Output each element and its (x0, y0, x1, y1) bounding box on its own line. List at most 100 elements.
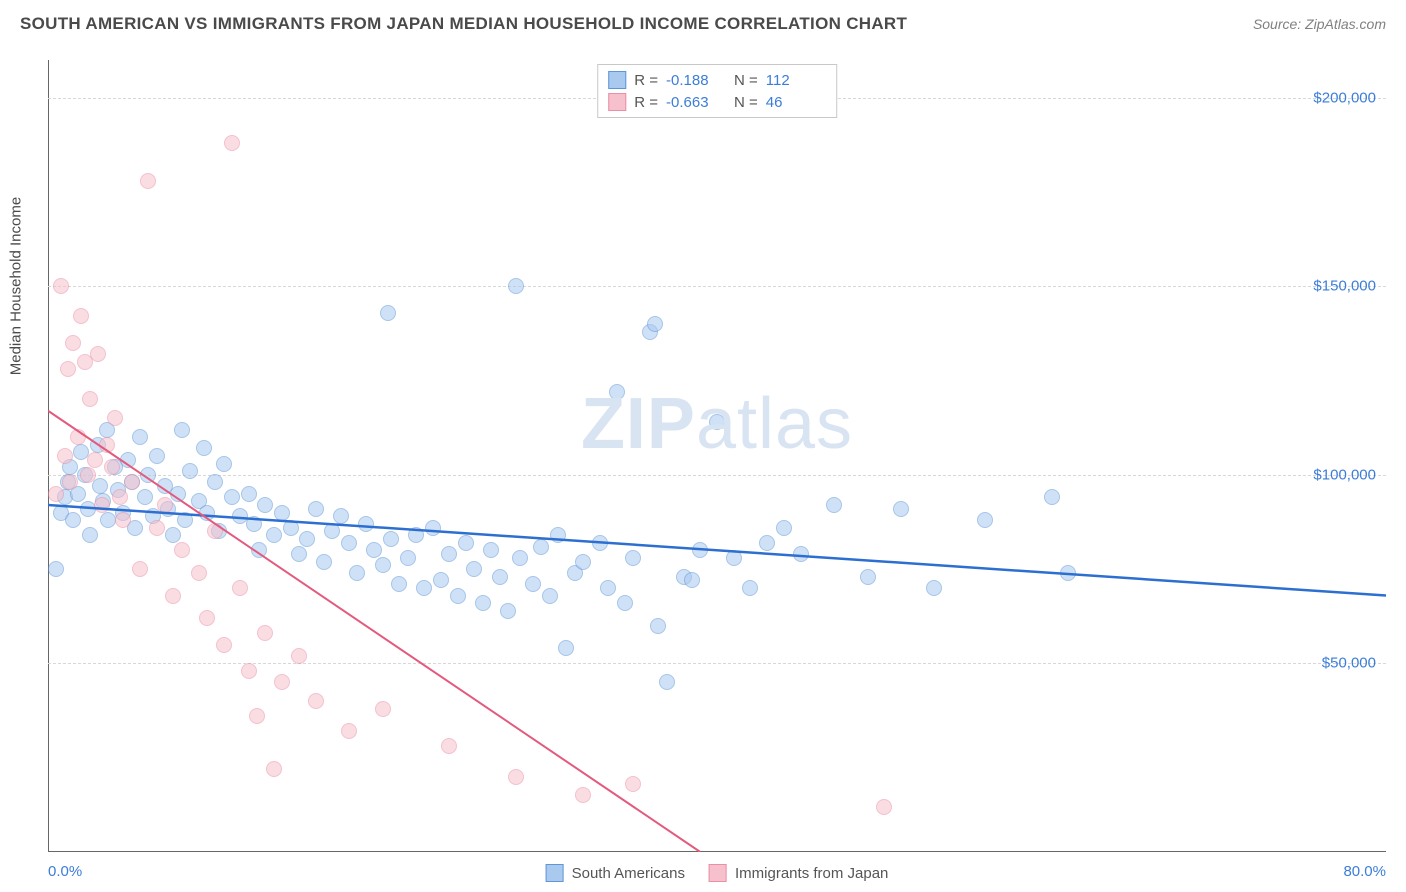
legend-stat-row: R =-0.663N =46 (608, 91, 826, 113)
data-point (525, 576, 541, 592)
data-point (157, 497, 173, 513)
data-point (441, 738, 457, 754)
data-point (283, 520, 299, 536)
x-tick-label: 80.0% (1343, 863, 1386, 880)
data-point (450, 588, 466, 604)
data-point (659, 674, 675, 690)
data-point (199, 505, 215, 521)
data-point (625, 776, 641, 792)
data-point (308, 501, 324, 517)
data-point (249, 708, 265, 724)
data-point (333, 508, 349, 524)
data-point (100, 512, 116, 528)
data-point (174, 422, 190, 438)
data-point (893, 501, 909, 517)
data-point (224, 489, 240, 505)
data-point (324, 523, 340, 539)
source-attribution: Source: ZipAtlas.com (1253, 16, 1386, 32)
data-point (625, 550, 641, 566)
data-point (650, 618, 666, 634)
data-point (341, 535, 357, 551)
y-tick-label: $150,000 (1313, 278, 1376, 295)
data-point (87, 452, 103, 468)
y-tick-label: $200,000 (1313, 89, 1376, 106)
data-point (241, 486, 257, 502)
data-point (65, 335, 81, 351)
data-point (62, 474, 78, 490)
legend-series-item: South Americans (546, 864, 685, 882)
y-tick-label: $50,000 (1322, 655, 1376, 672)
data-point (216, 637, 232, 653)
data-point (65, 512, 81, 528)
data-point (542, 588, 558, 604)
data-point (149, 520, 165, 536)
data-point (500, 603, 516, 619)
data-point (475, 595, 491, 611)
legend-series-label: South Americans (572, 865, 685, 882)
grid-line (48, 286, 1386, 287)
data-point (174, 542, 190, 558)
data-point (617, 595, 633, 611)
data-point (512, 550, 528, 566)
data-point (241, 663, 257, 679)
data-point (191, 565, 207, 581)
data-point (977, 512, 993, 528)
data-point (358, 516, 374, 532)
data-point (391, 576, 407, 592)
data-point (120, 452, 136, 468)
stat-n-label: N = (734, 94, 758, 111)
data-point (742, 580, 758, 596)
data-point (196, 440, 212, 456)
data-point (251, 542, 267, 558)
x-tick-label: 0.0% (48, 863, 82, 880)
data-point (860, 569, 876, 585)
data-point (70, 429, 86, 445)
data-point (266, 527, 282, 543)
data-point (73, 308, 89, 324)
legend-stat-row: R =-0.188N =112 (608, 69, 826, 91)
data-point (508, 278, 524, 294)
data-point (349, 565, 365, 581)
data-point (692, 542, 708, 558)
data-point (575, 787, 591, 803)
data-point (57, 448, 73, 464)
data-point (575, 554, 591, 570)
data-point (458, 535, 474, 551)
data-point (433, 572, 449, 588)
data-point (104, 459, 120, 475)
y-axis (48, 60, 49, 852)
data-point (53, 278, 69, 294)
data-point (82, 391, 98, 407)
data-point (483, 542, 499, 558)
stat-r-label: R = (634, 72, 658, 89)
data-point (759, 535, 775, 551)
data-point (137, 489, 153, 505)
data-point (684, 572, 700, 588)
data-point (508, 769, 524, 785)
data-point (274, 674, 290, 690)
stat-r-value: -0.188 (666, 72, 726, 89)
data-point (826, 497, 842, 513)
data-point (550, 527, 566, 543)
data-point (60, 361, 76, 377)
data-point (94, 497, 110, 513)
data-point (592, 535, 608, 551)
data-point (533, 539, 549, 555)
data-point (165, 527, 181, 543)
data-point (709, 414, 725, 430)
data-point (257, 497, 273, 513)
stat-n-label: N = (734, 72, 758, 89)
legend-swatch (709, 864, 727, 882)
data-point (80, 467, 96, 483)
data-point (291, 546, 307, 562)
legend-correlation-box: R =-0.188N =112R =-0.663N =46 (597, 64, 837, 118)
data-point (308, 693, 324, 709)
data-point (149, 448, 165, 464)
legend-swatch (546, 864, 564, 882)
data-point (316, 554, 332, 570)
data-point (776, 520, 792, 536)
data-point (926, 580, 942, 596)
chart-title: SOUTH AMERICAN VS IMMIGRANTS FROM JAPAN … (20, 14, 907, 34)
data-point (132, 561, 148, 577)
data-point (441, 546, 457, 562)
